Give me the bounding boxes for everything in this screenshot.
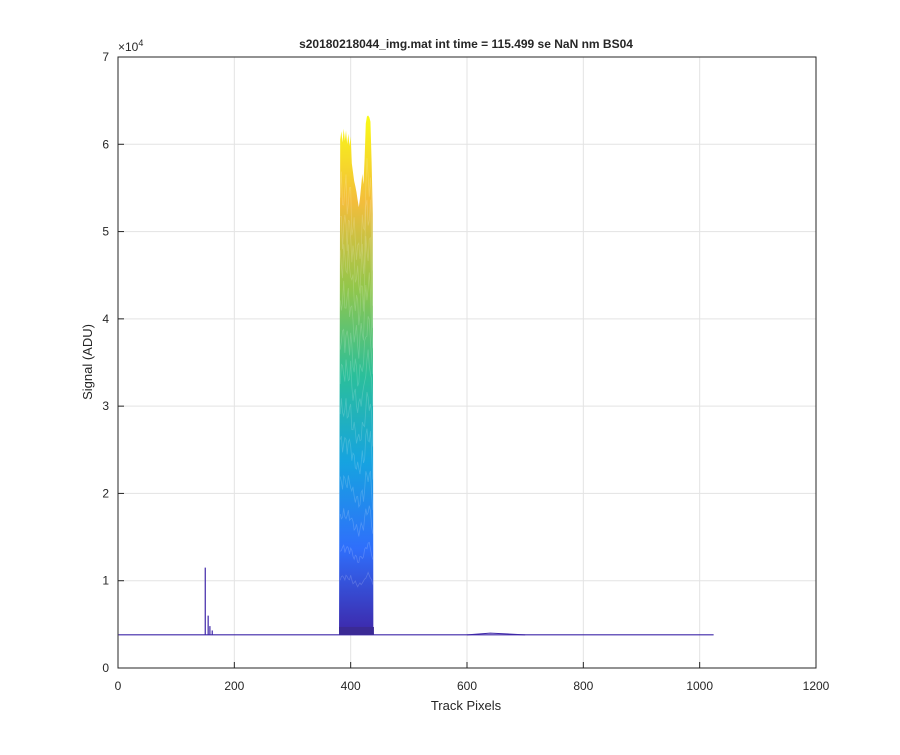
y-tick-label: 3: [102, 399, 109, 413]
y-tick-label: 1: [102, 574, 109, 588]
band-texture-trace: [339, 505, 374, 537]
y-tick-label: 0: [102, 661, 109, 675]
y-axis-label: Signal (ADU): [80, 324, 95, 400]
x-ticks: 0 200 400 600 800 1000 1200: [115, 662, 830, 693]
band-texture-trace: [339, 470, 374, 510]
x-axis-label: Track Pixels: [431, 698, 502, 713]
main-band-base: [339, 626, 374, 635]
band-texture-trace: [339, 392, 374, 447]
x-tick-label: 400: [341, 679, 361, 693]
y-ticks: 0 1 2 3 4 5 6 7: [102, 50, 124, 675]
y-tick-label: 7: [102, 50, 109, 64]
chart-title: s20180218044_img.mat int time = 115.499 …: [299, 37, 633, 51]
band-texture-trace: [339, 158, 374, 271]
x-tick-label: 1200: [803, 679, 830, 693]
main-band-area: [339, 115, 374, 635]
band-texture-trace: [339, 541, 374, 563]
x-tick-label: 200: [224, 679, 244, 693]
band-texture-trace: [340, 199, 374, 306]
y-tick-label: 2: [102, 486, 109, 500]
y-tick-label: 4: [102, 312, 109, 326]
band-texture-trace: [339, 235, 374, 328]
x-tick-label: 1000: [686, 679, 713, 693]
band-texture-trace: [339, 349, 374, 413]
x-tick-label: 0: [115, 679, 122, 693]
x-tick-label: 600: [457, 679, 477, 693]
y-exponent-power: 4: [138, 38, 143, 48]
x-tick-label: 800: [573, 679, 593, 693]
series: [118, 115, 714, 636]
y-tick-label: 5: [102, 225, 109, 239]
band-texture-trace: [339, 428, 374, 480]
band-texture-trace: [339, 316, 374, 387]
y-tick-label: 6: [102, 137, 109, 151]
small-bump-trace: [466, 632, 526, 636]
band-texture-trace: [339, 571, 374, 588]
y-exponent-multiplier: ×104: [118, 38, 143, 54]
band-texture-trace: [339, 272, 374, 359]
